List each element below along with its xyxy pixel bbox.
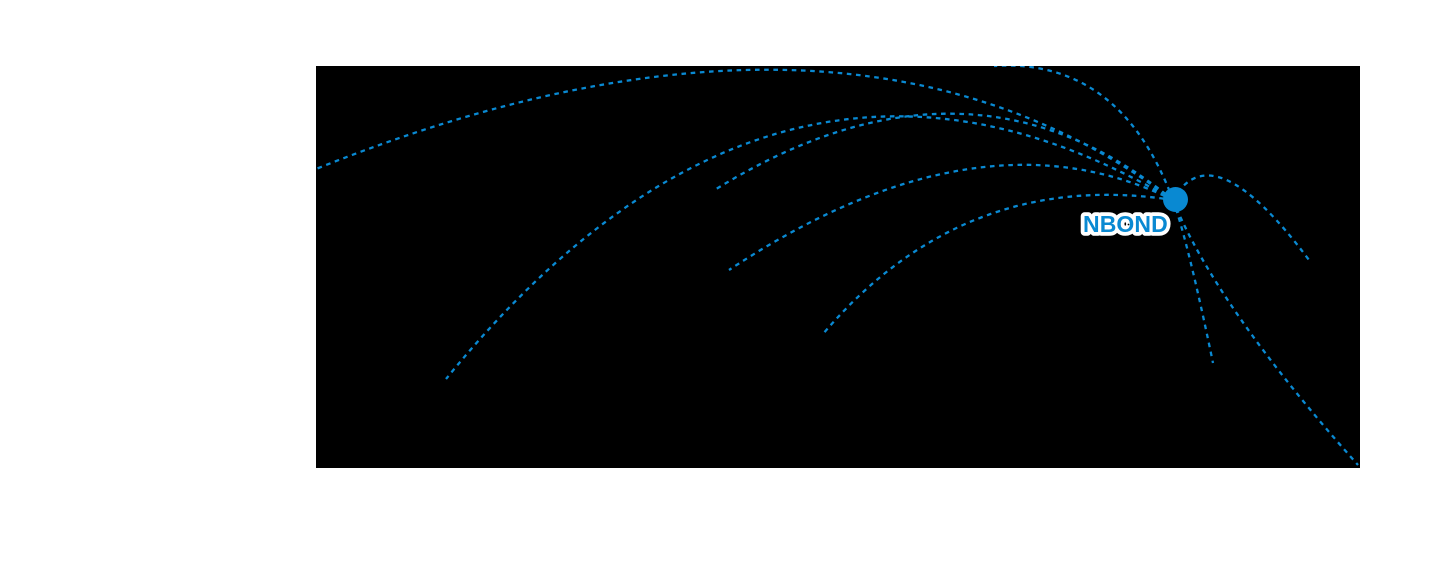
svg-text:NBOND: NBOND [1083,211,1168,237]
